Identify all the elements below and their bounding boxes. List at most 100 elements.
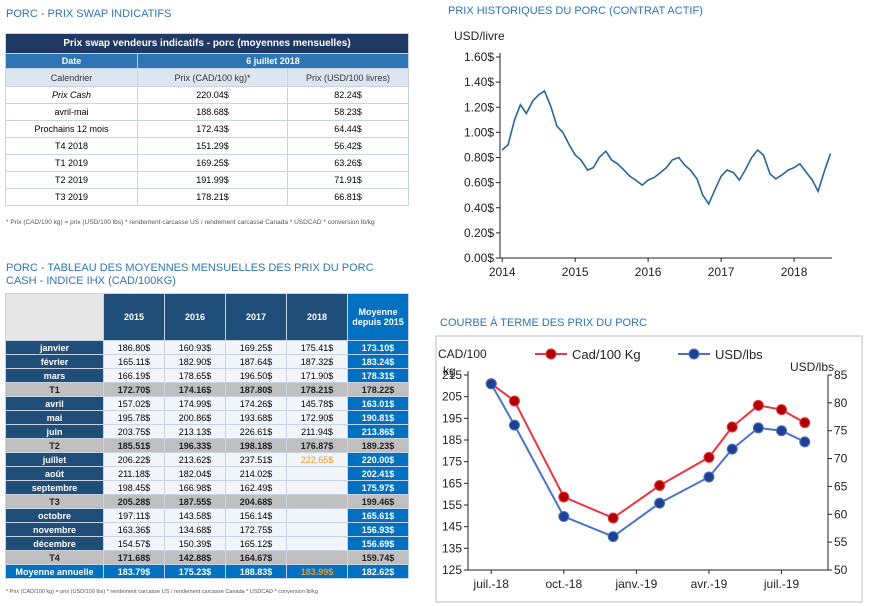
cell: [286, 522, 348, 537]
cell: 159.74$: [347, 550, 409, 565]
row-label: janvier: [5, 340, 104, 355]
cell: 188.83$: [225, 564, 287, 579]
cell: 202.41$: [347, 466, 409, 481]
marker: [752, 422, 764, 434]
row-label: septembre: [5, 480, 104, 495]
cell: 169.25$: [137, 154, 288, 172]
cell: 226.61$: [225, 424, 287, 439]
y-tick-label: 1.60$: [464, 50, 494, 64]
row-label: décembre: [5, 536, 104, 551]
row-label: juin: [5, 424, 104, 439]
corner: [5, 293, 104, 341]
y-tick-label: 0.20$: [464, 226, 494, 240]
marker: [558, 491, 570, 503]
cell: 156.93$: [347, 522, 409, 537]
marker: [799, 417, 811, 429]
y-tick-label: 165: [442, 476, 462, 490]
cell: 162.49$: [225, 480, 287, 495]
footnote: * Prix (CAD/100 kg) = prix (USD/100 lbs)…: [6, 589, 318, 595]
cell: 206.22$: [103, 452, 165, 467]
cell: 163.01$: [347, 396, 409, 411]
x-tick-label: 2014: [489, 265, 516, 279]
cell: 203.75$: [103, 424, 165, 439]
cell: 151.29$: [137, 137, 288, 155]
date-label: Date: [5, 53, 138, 69]
column-header: Prix (USD/100 livres): [287, 68, 409, 87]
column-header: Moyenne depuis 2015: [347, 293, 409, 341]
cell: 198.45$: [103, 480, 165, 495]
marker: [752, 399, 764, 411]
x-tick-label: juil.-19: [763, 577, 800, 591]
cell: 175.97$: [347, 480, 409, 495]
cell: 163.36$: [103, 522, 165, 537]
x-tick-label: avr.-19: [691, 577, 728, 591]
row-label: T3: [5, 494, 104, 509]
cell: [286, 536, 348, 551]
cell: 191.99$: [137, 171, 288, 189]
cell: 187.55$: [164, 494, 226, 509]
cell: 174.16$: [164, 382, 226, 397]
cell: 134.68$: [164, 522, 226, 537]
cell: [286, 508, 348, 523]
cell: [286, 494, 348, 509]
date-row: Date 6 juillet 2018: [5, 53, 409, 69]
cell: 178.21$: [286, 382, 348, 397]
y2-tick-label: 75: [834, 424, 848, 438]
cell: 213.62$: [164, 452, 226, 467]
legend-label: Cad/100 Kg: [572, 347, 641, 362]
column-header: 2016: [164, 293, 226, 341]
row: T4 171.68$ 142.88$ 164.67$ 159.74$: [5, 550, 409, 565]
x-tick-label: 2017: [708, 265, 735, 279]
cell: 164.67$: [225, 550, 287, 565]
y-axis-label: CAD/100: [438, 347, 487, 361]
swap-table: Prix swap vendeurs indicatifs - porc (mo…: [5, 33, 409, 206]
cell: 63.26$: [287, 154, 409, 172]
y2-tick-label: 70: [834, 452, 848, 466]
marker: [703, 451, 715, 463]
caption-row: Prix swap vendeurs indicatifs - porc (mo…: [5, 33, 409, 54]
cell: 165.11$: [103, 354, 165, 369]
cell: 71.91$: [287, 171, 409, 189]
x-tick-label: juil.-18: [473, 577, 510, 591]
cell: 187.64$: [225, 354, 287, 369]
cell: 213.13$: [164, 424, 226, 439]
cell: 187.32$: [286, 354, 348, 369]
y-tick-label: 195: [442, 411, 462, 425]
cell: 182.04$: [164, 466, 226, 481]
line: [501, 89, 832, 206]
cell: [286, 550, 348, 565]
y-tick-label: 0.40$: [464, 201, 494, 215]
cell: 195.78$: [103, 410, 165, 425]
row: septembre 198.45$ 166.98$ 162.49$ 175.97$: [5, 480, 409, 495]
cell: T1 2019: [5, 154, 138, 172]
cell: 156.14$: [225, 508, 287, 523]
y-tick-label: 205: [442, 390, 462, 404]
cell: 220.00$: [347, 452, 409, 467]
cell: 220.04$: [137, 86, 288, 104]
cell: 174.99$: [164, 396, 226, 411]
row-label: T2: [5, 438, 104, 453]
cell: 171.68$: [103, 550, 165, 565]
cell: 143.58$: [164, 508, 226, 523]
row: décembre 154.57$ 150.39$ 165.12$ 156.69$: [5, 536, 409, 551]
cell: 211.18$: [103, 466, 165, 481]
cell: 171.90$: [286, 368, 348, 383]
cell: 222.65$: [286, 452, 348, 467]
cell: 178.22$: [347, 382, 409, 397]
row-label: T1: [5, 382, 104, 397]
x-tick-label: 2015: [562, 265, 589, 279]
cell: 178.31$: [347, 368, 409, 383]
row: mai 195.78$ 200.86$ 193.68$ 172.90$ 190.81$: [5, 410, 409, 425]
cell: 157.02$: [103, 396, 165, 411]
frame: [435, 335, 863, 603]
y2-tick-label: 65: [834, 479, 848, 493]
marker: [703, 471, 715, 483]
row: août 211.18$ 182.04$ 214.02$ 202.41$: [5, 466, 409, 481]
marker: [726, 421, 738, 433]
y-tick-label: 185: [442, 433, 462, 447]
marker: [485, 378, 497, 390]
line: [490, 383, 806, 538]
caption: Prix swap vendeurs indicatifs - porc (mo…: [5, 33, 409, 54]
y-tick-label: 175: [442, 455, 462, 469]
